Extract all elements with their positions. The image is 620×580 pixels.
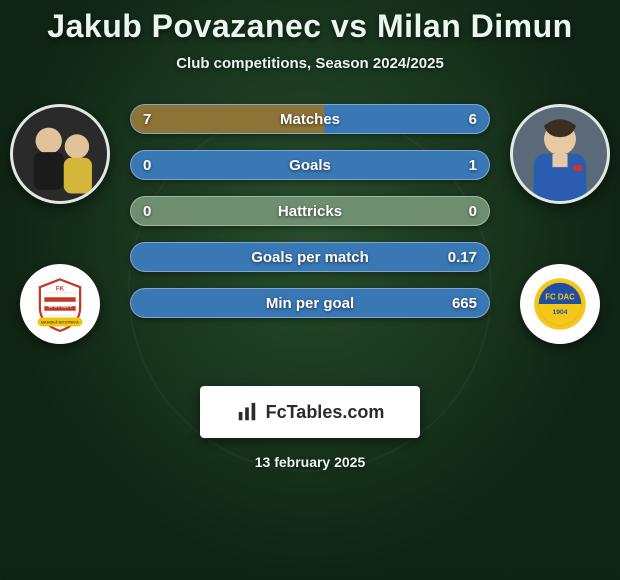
svg-text:1904: 1904	[553, 309, 568, 316]
stat-value-right: 665	[452, 289, 477, 317]
page-title: Jakub Povazanec vs Milan Dimun	[0, 8, 620, 45]
stat-label: Goals	[131, 151, 489, 179]
stat-row: Goals per match0.17	[130, 242, 490, 272]
stat-label: Hattricks	[131, 197, 489, 225]
stat-label: Min per goal	[131, 289, 489, 317]
stat-label: Matches	[131, 105, 489, 133]
club-badge-right: FC DAC 1904	[520, 264, 600, 344]
stat-row: Min per goal665	[130, 288, 490, 318]
subtitle: Club competitions, Season 2024/2025	[0, 55, 620, 72]
player-right-avatar	[510, 104, 610, 204]
club-badge-left: FK BANSKÁ BYSTRICA DUKLA	[20, 264, 100, 344]
brand-badge: FcTables.com	[200, 386, 420, 438]
brand-name: FcTables.com	[266, 402, 385, 423]
player-left-avatar	[10, 104, 110, 204]
svg-text:FC DAC: FC DAC	[545, 293, 575, 302]
svg-text:DUKLA: DUKLA	[48, 302, 72, 309]
stat-value-right: 0.17	[448, 243, 477, 271]
stat-row: 0Goals1	[130, 150, 490, 180]
comparison-area: FK BANSKÁ BYSTRICA DUKLA FC DAC 1904 7Ma…	[0, 104, 620, 364]
stat-row: 7Matches6	[130, 104, 490, 134]
date-label: 13 february 2025	[0, 454, 620, 470]
svg-text:FK: FK	[56, 286, 65, 293]
stat-rows: 7Matches60Goals10Hattricks0Goals per mat…	[130, 104, 490, 334]
stat-value-right: 0	[469, 197, 477, 225]
stat-value-right: 1	[469, 151, 477, 179]
svg-text:BANSKÁ BYSTRICA: BANSKÁ BYSTRICA	[41, 320, 79, 325]
stat-value-right: 6	[469, 105, 477, 133]
chart-icon	[236, 401, 258, 423]
infographic-root: Jakub Povazanec vs Milan Dimun Club comp…	[0, 0, 620, 470]
stat-label: Goals per match	[131, 243, 489, 271]
stat-row: 0Hattricks0	[130, 196, 490, 226]
